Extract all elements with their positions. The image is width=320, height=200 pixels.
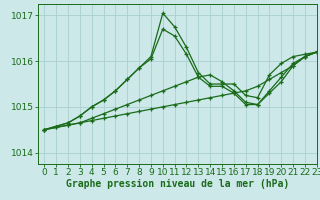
X-axis label: Graphe pression niveau de la mer (hPa): Graphe pression niveau de la mer (hPa) [66, 179, 289, 189]
